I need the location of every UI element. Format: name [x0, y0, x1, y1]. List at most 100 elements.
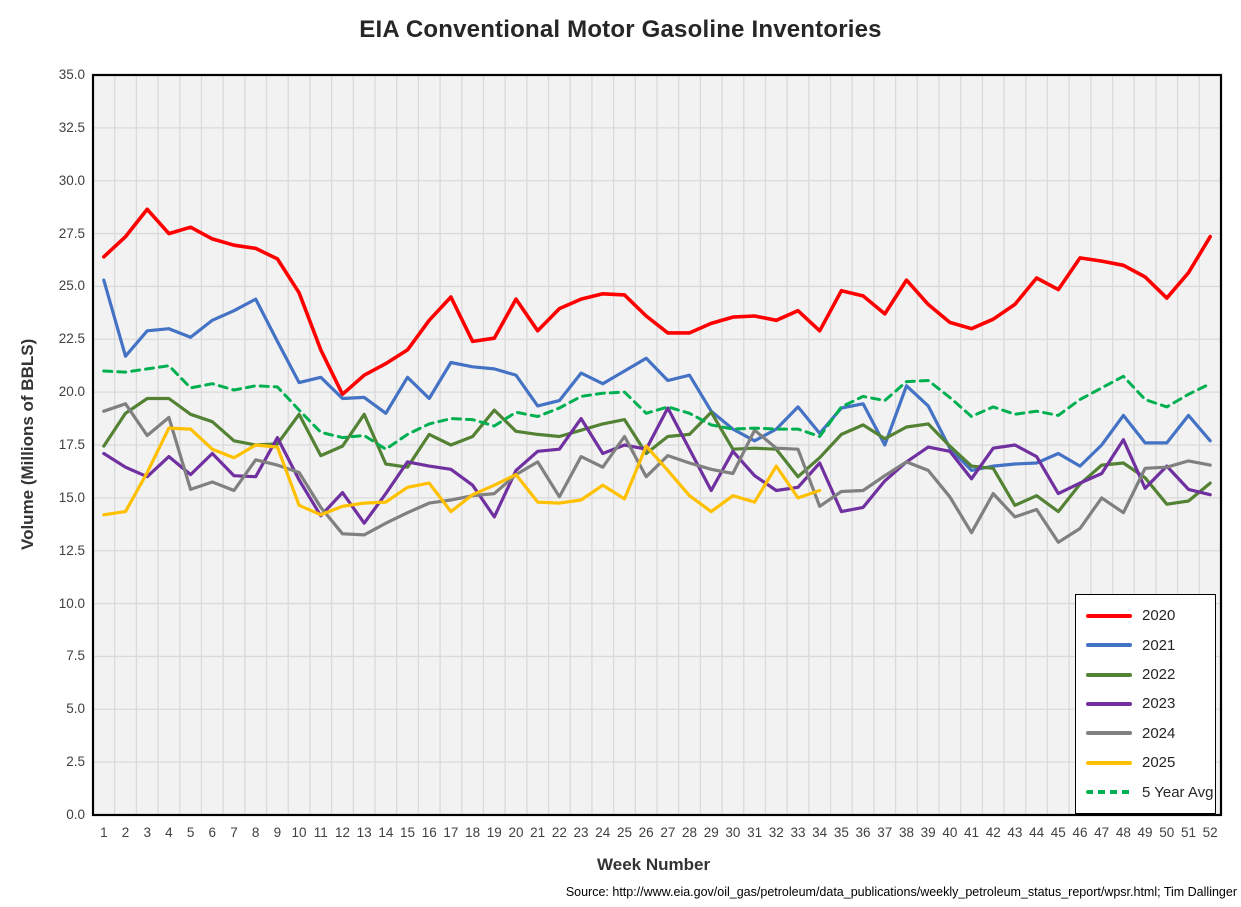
legend-label: 2025 — [1142, 754, 1176, 772]
x-tick-label: 9 — [273, 825, 282, 840]
y-tick-label: 7.5 — [66, 648, 85, 664]
legend-swatch-icon — [1086, 613, 1132, 618]
x-tick-label: 19 — [486, 825, 502, 840]
x-tick-label: 45 — [1050, 825, 1066, 840]
x-tick-label: 36 — [855, 825, 871, 840]
y-tick-label: 25.0 — [58, 278, 85, 294]
y-tick-label: 17.5 — [58, 437, 85, 452]
legend-item-2025: 2025 — [1086, 754, 1205, 771]
legend-item-2020: 2020 — [1086, 607, 1205, 624]
x-tick-label: 4 — [165, 825, 173, 840]
series-line-2020 — [102, 207, 1212, 397]
x-tick-label: 43 — [1007, 825, 1023, 840]
x-axis-title: Week Number — [597, 855, 711, 874]
y-axis-title: Volume (Millions of BBLS) — [18, 338, 37, 550]
legend-swatch-icon — [1086, 790, 1132, 795]
x-tick-label: 39 — [920, 825, 936, 840]
y-tick-label: 35.0 — [58, 67, 85, 82]
chart-title: EIA Conventional Motor Gasoline Inventor… — [359, 16, 882, 43]
legend-swatch-icon — [1086, 643, 1132, 648]
x-tick-label: 23 — [573, 825, 589, 840]
x-tick-label: 28 — [682, 825, 698, 840]
x-tick-label: 44 — [1029, 825, 1045, 840]
x-tick-label: 8 — [251, 825, 260, 840]
legend-item-2024: 2024 — [1086, 725, 1205, 742]
x-tick-label: 29 — [703, 825, 719, 840]
legend-item-2022: 2022 — [1086, 666, 1205, 683]
y-tick-label: 10.0 — [58, 595, 85, 611]
x-tick-label: 3 — [143, 825, 151, 840]
x-tick-label: 47 — [1094, 825, 1110, 840]
x-tick-label: 30 — [725, 825, 741, 840]
series-line-5-year-avg — [102, 364, 1212, 451]
legend-label: 2024 — [1142, 724, 1176, 742]
x-tick-label: 50 — [1159, 825, 1175, 840]
x-tick-label: 17 — [443, 825, 459, 840]
legend-swatch-icon — [1086, 701, 1132, 706]
y-tick-label: 30.0 — [58, 172, 85, 188]
x-tick-label: 16 — [421, 825, 437, 840]
legend: 2020 2021 2022 2023 2024 2025 5 Year Avg — [1075, 594, 1216, 814]
x-tick-label: 13 — [356, 825, 372, 840]
y-tick-label: 2.5 — [66, 754, 85, 770]
y-tick-label: 22.5 — [58, 331, 85, 347]
x-tick-label: 38 — [898, 825, 914, 840]
x-tick-label: 41 — [964, 825, 980, 840]
x-tick-label: 22 — [551, 825, 567, 840]
x-tick-label: 15 — [400, 825, 416, 840]
x-tick-label: 34 — [812, 825, 828, 840]
x-tick-label: 10 — [291, 825, 307, 840]
x-tick-label: 11 — [313, 825, 328, 840]
source-note: Source: http://www.eia.gov/oil_gas/petro… — [565, 885, 1237, 899]
y-tick-label: 32.5 — [58, 119, 85, 135]
series-line-2025 — [102, 426, 822, 517]
x-tick-label: 1 — [100, 825, 108, 840]
x-tick-label: 20 — [508, 825, 524, 840]
x-tick-label: 42 — [985, 825, 1001, 840]
series-line-2022 — [102, 396, 1212, 514]
x-tick-label: 21 — [530, 825, 546, 840]
series-line-2023 — [102, 406, 1212, 525]
x-tick-label: 51 — [1180, 825, 1196, 840]
legend-label: 2022 — [1142, 666, 1176, 684]
x-tick-label: 2 — [121, 825, 130, 840]
x-tick-label: 46 — [1072, 825, 1088, 840]
x-tick-label: 7 — [230, 825, 238, 840]
series-line-2024 — [102, 402, 1212, 544]
x-tick-label: 27 — [660, 825, 676, 840]
x-tick-label: 14 — [378, 825, 394, 840]
legend-item-2023: 2023 — [1086, 695, 1205, 712]
legend-item-2021: 2021 — [1086, 637, 1205, 654]
x-tick-label: 52 — [1202, 825, 1218, 840]
x-tick-label: 6 — [208, 825, 217, 840]
legend-swatch-icon — [1086, 760, 1132, 765]
x-tick-label: 12 — [334, 825, 350, 840]
x-tick-label: 40 — [942, 825, 958, 840]
x-tick-label: 37 — [877, 825, 893, 840]
y-tick-label: 5.0 — [66, 701, 85, 717]
x-tick-label: 5 — [186, 825, 195, 840]
y-tick-label: 12.5 — [58, 542, 85, 558]
x-tick-label: 32 — [768, 825, 784, 840]
x-tick-label: 48 — [1115, 825, 1131, 840]
x-tick-label: 33 — [790, 825, 806, 840]
x-tick-label: 49 — [1137, 825, 1153, 840]
series-line-2021 — [102, 278, 1212, 472]
y-tick-label: 0.0 — [66, 807, 85, 822]
y-tick-label: 27.5 — [58, 225, 85, 241]
legend-label: 2021 — [1142, 636, 1176, 654]
legend-label: 5 Year Avg — [1142, 783, 1214, 801]
x-tick-label: 31 — [747, 825, 763, 840]
legend-swatch-icon — [1086, 731, 1132, 736]
legend-label: 2023 — [1142, 695, 1176, 713]
x-tick-label: 25 — [616, 825, 632, 840]
x-tick-label: 24 — [595, 825, 611, 840]
x-tick-label: 35 — [833, 825, 849, 840]
x-tick-label: 26 — [638, 825, 654, 840]
y-tick-label: 15.0 — [58, 489, 85, 505]
x-tick-label: 18 — [465, 825, 481, 840]
y-tick-label: 20.0 — [58, 384, 85, 400]
legend-swatch-icon — [1086, 672, 1132, 677]
